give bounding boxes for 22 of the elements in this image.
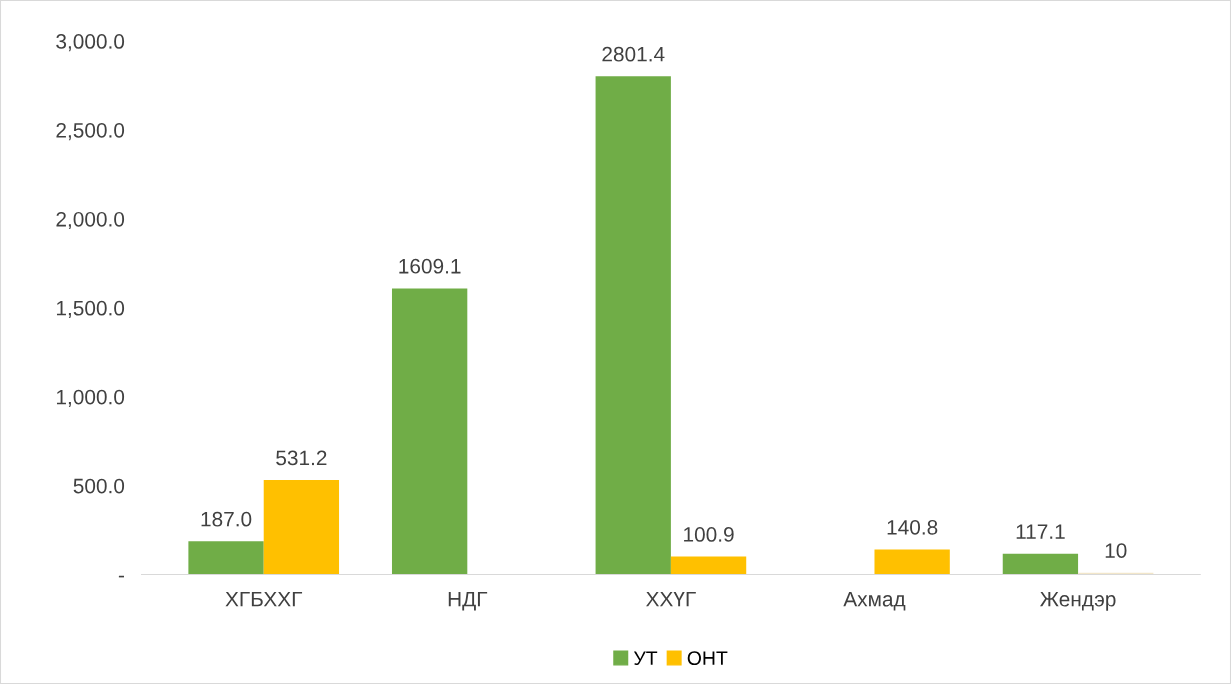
x-tick-label: ХХҮГ — [646, 591, 696, 607]
y-tick-label: 1,000.0 — [56, 389, 125, 407]
data-label: 1609.1 — [399, 258, 461, 274]
data-label: 140.8 — [887, 519, 938, 535]
y-tick-label: 2,500.0 — [56, 122, 125, 141]
x-tick-label: Жендэр — [1040, 591, 1116, 611]
legend-label: ОНТ — [687, 651, 728, 666]
y-tick-label: - — [118, 575, 124, 578]
x-tick-label: ХГБХХГ — [225, 591, 303, 607]
x-tick-label: НДГ — [448, 591, 488, 611]
data-label: 531.2 — [276, 450, 327, 466]
y-tick-label: 2,000.0 — [56, 211, 125, 230]
y-tick-label: 500.0 — [73, 478, 125, 494]
x-tick-label: Ахмад — [843, 591, 906, 611]
data-label: 2801.4 — [602, 46, 665, 62]
data-label: 117.1 — [1016, 524, 1065, 539]
data-label: 100.9 — [684, 527, 734, 542]
data-label: 187.0 — [201, 511, 252, 527]
y-tick-label: 1,500.0 — [56, 300, 125, 319]
data-label: 10 — [1105, 543, 1127, 558]
y-tick-label: 3,000.0 — [56, 34, 125, 52]
legend-label: УТ — [633, 651, 658, 666]
